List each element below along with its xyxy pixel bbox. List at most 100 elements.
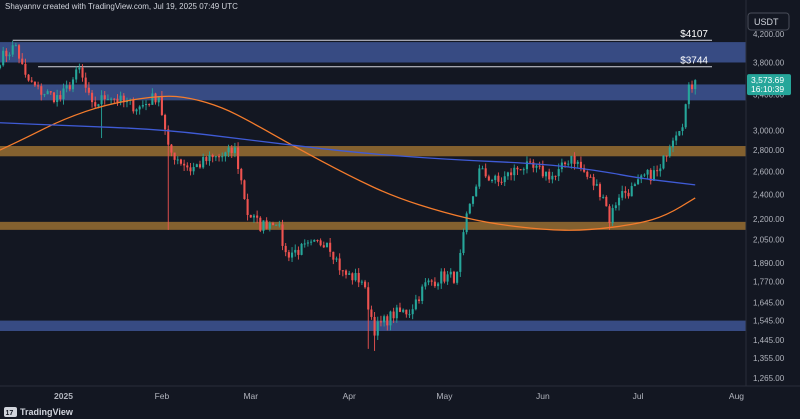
candle-body xyxy=(551,175,554,180)
candle-body xyxy=(135,109,138,112)
candle-body xyxy=(141,105,144,107)
candle-body xyxy=(519,169,522,171)
candle-body xyxy=(338,258,341,271)
tradingview-logo-mark: 17 xyxy=(6,410,14,417)
price-tick-label: 1,890.00 xyxy=(753,259,785,268)
candle-body xyxy=(379,321,382,323)
candle-body xyxy=(617,197,621,206)
candle-body xyxy=(268,223,271,229)
candle-body xyxy=(110,98,113,100)
candle-body xyxy=(383,316,386,323)
candle-body xyxy=(573,155,576,164)
candle-body xyxy=(125,100,129,103)
candle-body xyxy=(214,156,217,158)
plot-area[interactable]: $4107 $3744 xyxy=(0,29,746,351)
candle-body xyxy=(646,169,649,175)
tradingview-logo-text: TradingView xyxy=(20,407,74,417)
candle-body xyxy=(424,282,427,287)
candle-body xyxy=(300,243,303,255)
candle-body xyxy=(164,114,167,130)
zone-support-2 xyxy=(0,146,746,157)
candle-body xyxy=(421,286,424,301)
candle-body xyxy=(40,86,43,95)
candle-body xyxy=(195,164,198,167)
tradingview-logo-icon xyxy=(4,407,17,417)
candle-body xyxy=(103,95,106,100)
candle-body xyxy=(437,283,440,287)
candle-body xyxy=(671,140,675,148)
candle-body xyxy=(500,181,503,183)
candle-body xyxy=(487,176,490,181)
candle-body xyxy=(360,281,363,283)
candle-body xyxy=(440,271,443,284)
candle-body xyxy=(662,155,665,169)
candle-body xyxy=(186,165,189,168)
candle-body xyxy=(490,180,494,182)
candle-body xyxy=(364,281,367,288)
currency-box[interactable]: USDT xyxy=(747,12,790,31)
candle-body xyxy=(306,242,309,244)
candle-body xyxy=(262,220,265,231)
candle-body xyxy=(510,172,513,176)
candle-body xyxy=(373,316,376,336)
candle-body xyxy=(538,165,541,167)
candle-body xyxy=(668,147,671,157)
candle-body xyxy=(522,169,525,171)
candle-body xyxy=(256,215,259,218)
candle-body xyxy=(17,45,21,59)
tradingview-logo[interactable]: 17 TradingView xyxy=(4,407,74,417)
candle-body xyxy=(576,161,579,164)
candle-body xyxy=(468,203,471,214)
candle-body xyxy=(113,98,116,100)
candle-body xyxy=(30,80,33,82)
candle-body xyxy=(449,271,452,275)
candle-body xyxy=(249,214,252,218)
candle-body xyxy=(344,270,348,275)
candle-body xyxy=(443,271,446,282)
candle-body xyxy=(370,309,373,317)
candle-body xyxy=(687,84,690,105)
candle-body xyxy=(678,131,681,136)
candle-body xyxy=(297,249,300,255)
candle-body xyxy=(221,156,224,158)
time-tick-label: Apr xyxy=(343,391,356,401)
candle-body xyxy=(275,224,278,226)
candle-body xyxy=(291,252,294,258)
time-tick-label: 2025 xyxy=(54,391,73,401)
current-price-value: 3,573.69 xyxy=(751,75,784,85)
candle-body xyxy=(513,167,516,176)
candle-body xyxy=(376,321,379,336)
candle-body xyxy=(446,274,449,282)
price-tick-label: 1,445.00 xyxy=(753,336,785,345)
candle-body xyxy=(202,157,205,168)
candle-body xyxy=(8,54,11,57)
candle-body xyxy=(278,224,281,226)
candle-body xyxy=(354,272,357,281)
candle-body xyxy=(27,74,30,81)
candle-body xyxy=(94,102,97,107)
candle-body xyxy=(313,239,316,242)
candle-body xyxy=(252,215,256,218)
time-tick-label: May xyxy=(436,391,453,401)
price-tick-label: 1,770.00 xyxy=(753,278,785,287)
candle-body xyxy=(475,186,478,197)
price-tick-label: 3,000.00 xyxy=(753,126,785,135)
level-label-1: $3744 xyxy=(680,56,708,67)
price-tick-label: 2,600.00 xyxy=(753,167,785,176)
candle-body xyxy=(259,217,262,231)
price-tick-label: 4,200.00 xyxy=(753,30,785,39)
time-axis[interactable]: 2025 Feb Mar Apr May Jun Jul Aug xyxy=(54,391,744,401)
candle-body xyxy=(11,45,14,55)
candle-body xyxy=(14,45,17,47)
candle-body xyxy=(151,93,154,105)
candle-body xyxy=(189,167,192,172)
chart-credit: Shayannv created with TradingView.com, J… xyxy=(5,2,238,11)
currency-label: USDT xyxy=(754,17,779,27)
candle-body xyxy=(605,196,608,207)
time-tick-label: Mar xyxy=(243,391,258,401)
candle-body xyxy=(62,88,65,100)
candle-body xyxy=(5,50,8,57)
candle-body xyxy=(532,162,535,168)
candle-body xyxy=(237,147,240,169)
